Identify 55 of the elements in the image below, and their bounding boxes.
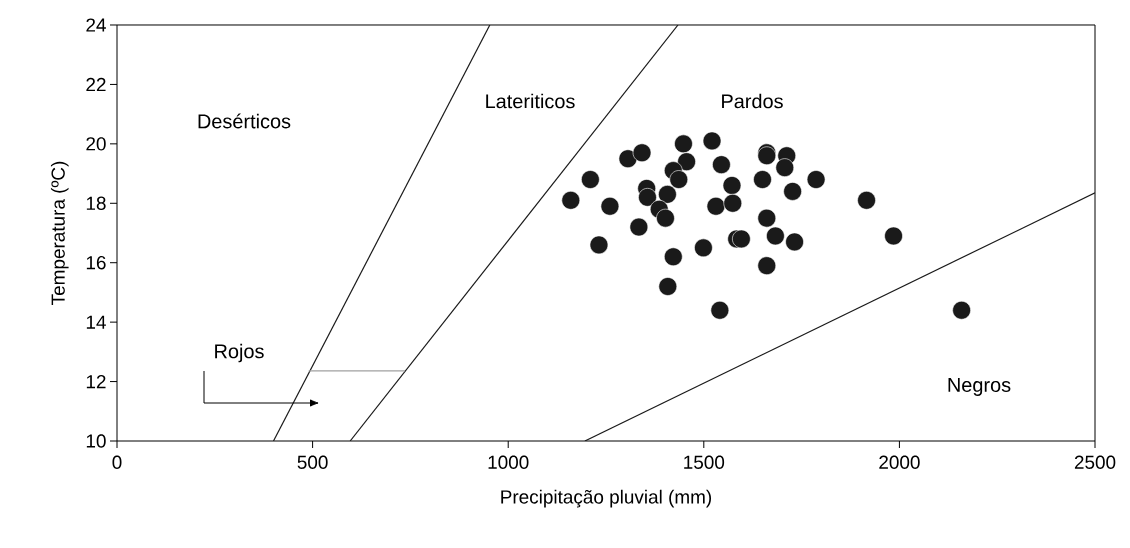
x-tick-label: 2000 — [879, 455, 920, 469]
point — [710, 300, 730, 320]
point — [632, 143, 652, 163]
y-tick-label: 10 — [86, 434, 106, 448]
annotation: Lateriticos — [486, 93, 575, 109]
point — [732, 229, 751, 249]
point — [884, 226, 903, 246]
x-tick-label: 2500 — [1074, 455, 1116, 469]
point — [561, 191, 581, 210]
y-tick-label: 22 — [86, 77, 106, 92]
point — [712, 155, 731, 174]
point — [775, 158, 795, 177]
point — [600, 196, 620, 216]
point — [723, 193, 743, 213]
point — [656, 208, 675, 228]
point — [757, 256, 777, 275]
point — [702, 131, 722, 151]
x-tick-label: 1000 — [488, 455, 529, 469]
y-tick-label: 20 — [86, 137, 106, 151]
annotation: Desérticos — [198, 113, 291, 129]
point — [669, 170, 689, 189]
annotation: Negros — [948, 378, 1011, 396]
x-axis-title: Precipitação pluvial (mm) — [501, 489, 712, 508]
point — [658, 277, 678, 296]
point — [677, 152, 696, 171]
point — [783, 182, 802, 201]
point — [706, 196, 726, 216]
point — [757, 208, 777, 228]
y-tick-label: 24 — [86, 18, 106, 32]
y-tick-label: 14 — [86, 315, 106, 329]
point — [857, 191, 876, 210]
point — [722, 176, 742, 195]
point — [694, 238, 713, 258]
y-tick-label: 12 — [86, 374, 106, 389]
point — [658, 185, 677, 204]
x-tick-label: 1500 — [684, 455, 725, 469]
point — [674, 134, 693, 154]
point — [663, 247, 683, 267]
point — [629, 217, 649, 237]
x-tick-label: 0 — [112, 455, 122, 469]
y-axis-title: Temperatura (ºC) — [50, 161, 69, 305]
y-tick-label: 16 — [86, 256, 106, 270]
point — [785, 232, 804, 252]
point — [753, 170, 772, 189]
point — [952, 300, 971, 320]
annotation: Rojos — [215, 343, 264, 363]
point — [638, 188, 657, 207]
point — [589, 235, 609, 255]
point — [618, 149, 638, 169]
y-tick-label: 18 — [86, 196, 106, 210]
annotation: Pardos — [722, 93, 783, 109]
point — [806, 170, 826, 189]
x-tick-label: 500 — [297, 455, 328, 469]
point — [581, 170, 600, 189]
point — [766, 226, 785, 246]
